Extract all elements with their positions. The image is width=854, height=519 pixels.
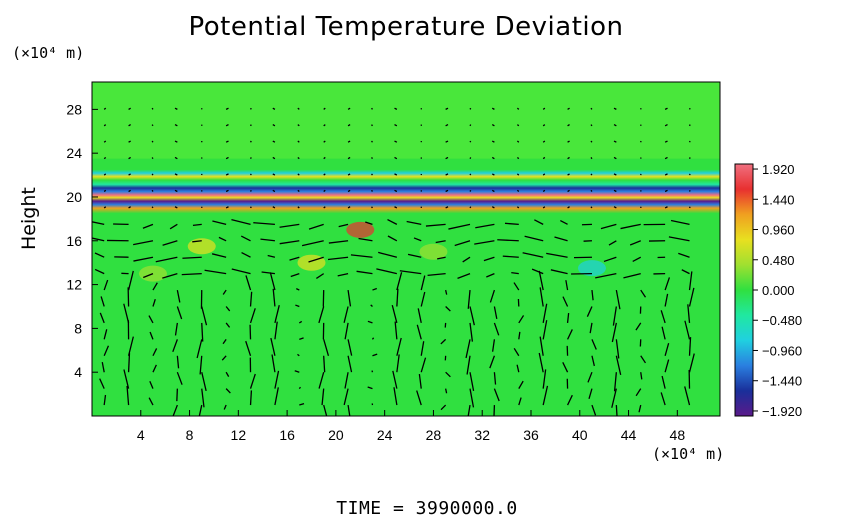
wind-arrow	[372, 157, 373, 158]
wind-arrow	[690, 174, 691, 175]
y-tick-label: 20	[66, 189, 82, 205]
wind-arrow	[251, 108, 252, 109]
y-tick-label: 8	[74, 320, 82, 336]
wind-arrow	[152, 157, 153, 158]
wind-arrow	[591, 207, 592, 208]
x-axis-unit: (×10⁴ m)	[652, 445, 724, 463]
wind-arrow	[470, 174, 471, 175]
wind-arrow	[152, 125, 153, 126]
x-tick-label: 24	[377, 427, 393, 443]
wind-arrow	[470, 108, 471, 109]
wind-arrow	[690, 157, 691, 158]
x-tick-label: 40	[572, 427, 588, 443]
colorbar-tick-label: −0.960	[762, 343, 802, 358]
colorbar-tick-label: −0.480	[762, 313, 802, 328]
wind-arrow	[251, 207, 252, 208]
colorbar-tick-label: −1.920	[762, 404, 802, 419]
wind-arrow	[591, 125, 592, 126]
wind-arrow	[470, 157, 471, 158]
wind-arrow	[591, 108, 592, 109]
wind-arrow	[470, 207, 471, 208]
wind-arrow	[152, 190, 153, 191]
colorbar-tick-label: −1.440	[762, 374, 802, 389]
x-tick-label: 16	[279, 427, 295, 443]
colorbar	[735, 164, 753, 416]
x-tick-label: 44	[621, 427, 637, 443]
wind-arrow	[251, 174, 252, 175]
wind-arrow	[372, 125, 373, 126]
temperature-field	[92, 82, 720, 416]
anomaly-patch	[297, 255, 325, 271]
wind-arrow	[591, 141, 592, 142]
time-footer: TIME = 3990000.0	[0, 498, 854, 519]
wind-arrow	[299, 387, 300, 388]
colorbar-tick-label: 1.440	[762, 192, 795, 207]
y-tick-label: 12	[66, 277, 82, 293]
wind-arrow	[251, 125, 252, 126]
wind-arrow	[251, 157, 252, 158]
y-tick-label: 28	[66, 101, 82, 117]
colorbar-tick-label: 1.920	[762, 162, 795, 177]
x-tick-label: 48	[670, 427, 686, 443]
wind-arrow	[517, 190, 518, 191]
colorbar-ticks: 1.920 1.440 0.960 0.480 0.000 −0.480 −0.960 −1.…	[753, 162, 802, 419]
wind-arrow	[591, 157, 592, 158]
wind-arrow	[517, 174, 518, 175]
x-tick-label: 4	[137, 427, 145, 443]
wind-arrow	[372, 174, 373, 175]
y-tick-label: 16	[66, 233, 82, 249]
wind-arrow	[251, 190, 252, 191]
upper-layer	[92, 82, 720, 159]
y-tick-label: 4	[74, 364, 82, 380]
x-tick-label: 12	[231, 427, 247, 443]
colorbar-tick-label: 0.000	[762, 283, 795, 298]
wind-arrow	[129, 353, 130, 372]
wind-arrow	[517, 157, 518, 158]
wind-arrow	[690, 141, 691, 142]
colorbar-tick-label: 0.480	[762, 253, 795, 268]
wind-arrow	[690, 207, 691, 208]
wind-arrow	[372, 108, 373, 109]
x-tick-label: 28	[426, 427, 442, 443]
wind-arrow	[152, 108, 153, 109]
wind-arrow	[591, 174, 592, 175]
x-tick-label: 20	[328, 427, 344, 443]
wind-arrow	[690, 108, 691, 109]
wind-arrow	[470, 125, 471, 126]
colorbar-tick-label: 0.960	[762, 223, 795, 238]
wind-arrow	[372, 141, 373, 142]
wind-arrow	[152, 141, 153, 142]
tropopause-band	[92, 170, 720, 214]
wind-arrow	[177, 389, 178, 401]
wind-arrow	[372, 190, 373, 191]
wind-arrow	[517, 125, 518, 126]
wind-arrow	[470, 190, 471, 191]
x-tick-label: 36	[523, 427, 539, 443]
wind-arrow	[517, 207, 518, 208]
x-tick-label: 32	[474, 427, 490, 443]
wind-arrow	[690, 125, 691, 126]
wind-arrow	[372, 338, 373, 340]
wind-arrow	[591, 190, 592, 191]
wind-arrow	[690, 190, 691, 191]
wind-arrow	[251, 141, 252, 142]
y-tick-label: 24	[66, 145, 82, 161]
wind-arrow	[251, 390, 252, 405]
x-tick-label: 8	[186, 427, 194, 443]
wind-arrow	[372, 207, 373, 208]
anomaly-patch	[188, 238, 216, 254]
wind-arrow	[470, 141, 471, 142]
wind-arrow	[517, 108, 518, 109]
chart-canvas: 4 8 12 16 20 24 28 32 36 40 44 48 481216202428 1.92…	[0, 0, 854, 519]
wind-arrow	[152, 174, 153, 175]
wind-arrow	[152, 207, 153, 208]
wind-arrow	[517, 141, 518, 142]
